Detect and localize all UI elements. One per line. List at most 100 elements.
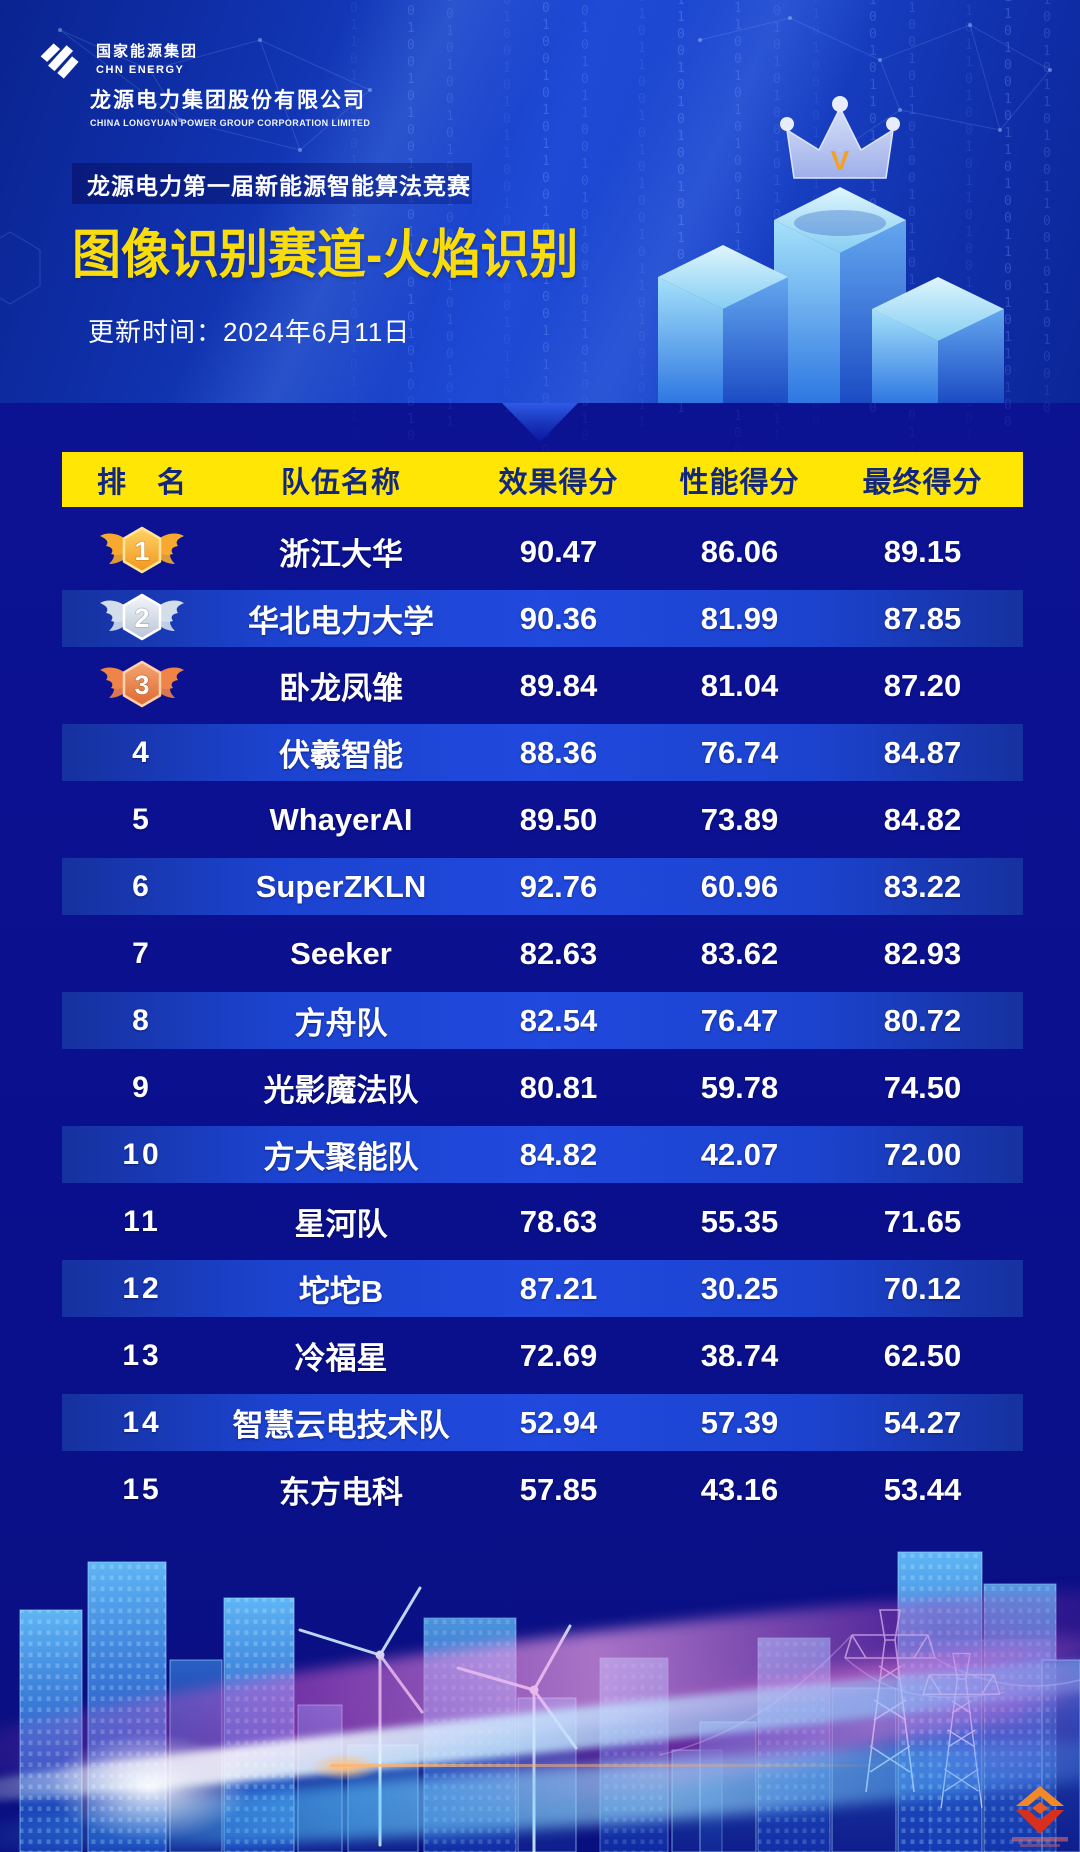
effect-score-cell: 82.54 [519,1002,598,1038]
final-score-cell: 82.93 [883,935,962,971]
team-name-cell: 伏羲智能 [279,738,403,773]
effect-score-cell: 52.94 [519,1404,598,1440]
table-row: 9 光影魔法队 80.81 59.78 74.50 [62,1059,1023,1116]
podium-third-place [872,277,1004,403]
rank-cell: 9 [132,1070,152,1104]
track-title: 图像识别赛道-火焰识别 [72,226,579,285]
rank-cell: 7 [132,936,152,970]
header-cell-team: 队伍名称 [280,466,401,499]
final-score-cell: 70.12 [883,1270,962,1306]
performance-score-cell: 76.47 [700,1002,779,1038]
table-row: 8 方舟队 82.54 76.47 80.72 [62,992,1023,1049]
performance-score-cell: 60.96 [700,868,779,904]
performance-score-cell: 81.04 [700,667,779,703]
medal-rank-3-icon: 3 [100,660,184,707]
company-name-cn: 龙源电力集团股份有限公司 [90,89,366,112]
effect-score-cell: 89.84 [519,667,598,703]
rank-cell: 6 [132,869,152,903]
team-name-cell: 光影魔法队 [263,1073,419,1108]
podium-second-place [658,245,788,403]
team-name-cell: 方大聚能队 [263,1140,419,1175]
performance-score-cell: 86.06 [700,533,779,569]
performance-score-cell: 57.39 [700,1404,779,1440]
effect-score-cell: 89.50 [519,801,598,837]
rank-cell: 15 [122,1472,162,1506]
rank-cell: 12 [122,1271,162,1305]
effect-score-cell: 72.69 [519,1337,598,1373]
effect-score-cell: 57.85 [519,1471,598,1507]
table-row: 5 WhayerAI 89.50 73.89 84.82 [62,791,1023,848]
chn-energy-logo-red-icon [1012,1786,1068,1847]
header-cell-rank: 排 名 [96,466,187,499]
effect-score-cell: 92.76 [519,868,598,904]
group-name-en: CHN ENERGY [96,64,185,76]
table-row: 6 SuperZKLN 92.76 60.96 83.22 [62,858,1023,915]
company-name-en: CHINA LONGYUAN POWER GROUP CORPORATION L… [90,118,371,128]
crown-letter: V [831,145,850,176]
table-row: 3 卧龙凤雏 89.84 81.04 87.20 [62,657,1023,714]
performance-score-cell: 30.25 [700,1270,779,1306]
final-score-cell: 54.27 [883,1404,962,1440]
final-score-cell: 71.65 [883,1203,962,1239]
rank-cell: 1 [62,523,222,580]
company-block: 龙源电力集团股份有限公司 CHINA LONGYUAN POWER GROUP … [90,84,370,128]
team-name-cell: 坨坨B [298,1274,384,1309]
table-row: 1 浙江大华 90.47 86.06 89.15 [62,523,1023,580]
team-name-cell: 东方电科 [279,1475,403,1510]
final-score-cell: 83.22 [883,868,962,904]
team-name-cell: SuperZKLN [255,868,427,904]
effect-score-cell: 88.36 [519,734,598,770]
effect-score-cell: 90.47 [519,533,598,569]
table-row: 10 方大聚能队 84.82 42.07 72.00 [62,1126,1023,1183]
medal-rank-2-icon: 2 [100,593,184,640]
table-row: 15 东方电科 57.85 43.16 53.44 [62,1461,1023,1518]
performance-score-cell: 83.62 [700,935,779,971]
table-row: 13 冷福星 72.69 38.74 62.50 [62,1327,1023,1384]
final-score-cell: 84.82 [883,801,962,837]
chevron-down-icon [502,403,578,442]
effect-score-cell: 82.63 [519,935,598,971]
competition-name: 龙源电力第一届新能源智能算法竞赛 [87,172,471,199]
rank-cell: 4 [132,735,152,769]
header-cell-effect-score: 效果得分 [498,466,619,499]
effect-score-cell: 84.82 [519,1136,598,1172]
medal-rank-1-icon: 1 [100,526,184,573]
effect-score-cell: 90.36 [519,600,598,636]
group-name-cn: 国家能源集团 [96,43,199,60]
team-name-cell: 智慧云电技术队 [232,1408,450,1443]
table-row: 11 星河队 78.63 55.35 71.65 [62,1193,1023,1250]
brand-block: 国家能源集团 CHN ENERGY [36,40,198,82]
rank-cell: 5 [132,802,152,836]
header-cell-final-score: 最终得分 [862,466,983,499]
chn-energy-logo-icon [40,43,79,79]
leaderboard-table: 排 名 队伍名称 效果得分 性能得分 最终得分 1 浙江大华 90.47 86.06 89.1… [62,452,1023,1518]
table-header-row: 排 名 队伍名称 效果得分 性能得分 最终得分 [62,452,1023,507]
svg-text:2: 2 [134,603,149,633]
table-row: 12 坨坨B 87.21 30.25 70.12 [62,1260,1023,1317]
team-name-cell: 星河队 [294,1207,388,1242]
effect-score-cell: 78.63 [519,1203,598,1239]
table-rows: 1 浙江大华 90.47 86.06 89.15 2 华北电力大学 90.36 81.99… [62,507,1023,1518]
table-row: 4 伏羲智能 88.36 76.74 84.87 [62,724,1023,781]
final-score-cell: 87.20 [883,667,962,703]
performance-score-cell: 73.89 [700,801,779,837]
effect-score-cell: 87.21 [519,1270,598,1306]
performance-score-cell: 59.78 [700,1069,779,1105]
constellation-decor [0,16,1052,305]
svg-text:3: 3 [134,670,149,700]
final-score-cell: 87.85 [883,600,962,636]
cityscape-decor [19,1551,1080,1852]
performance-score-cell: 43.16 [700,1471,779,1507]
hero-banner: 0 1 1 0 1 0 0 1 0 1 0 0 1 0 1 0 1 1 0 0 … [0,0,1080,458]
team-name-cell: 卧龙凤雏 [279,671,403,706]
performance-score-cell: 81.99 [700,600,779,636]
rank-cell: 10 [122,1137,162,1171]
effect-score-cell: 80.81 [519,1069,598,1105]
rank-cell: 2 [62,590,222,647]
team-name-cell: 华北电力大学 [248,604,434,639]
final-score-cell: 89.15 [883,533,962,569]
final-score-cell: 80.72 [883,1002,962,1038]
performance-score-cell: 55.35 [700,1203,779,1239]
update-time: 更新时间：2024年6月11日 [88,317,411,347]
